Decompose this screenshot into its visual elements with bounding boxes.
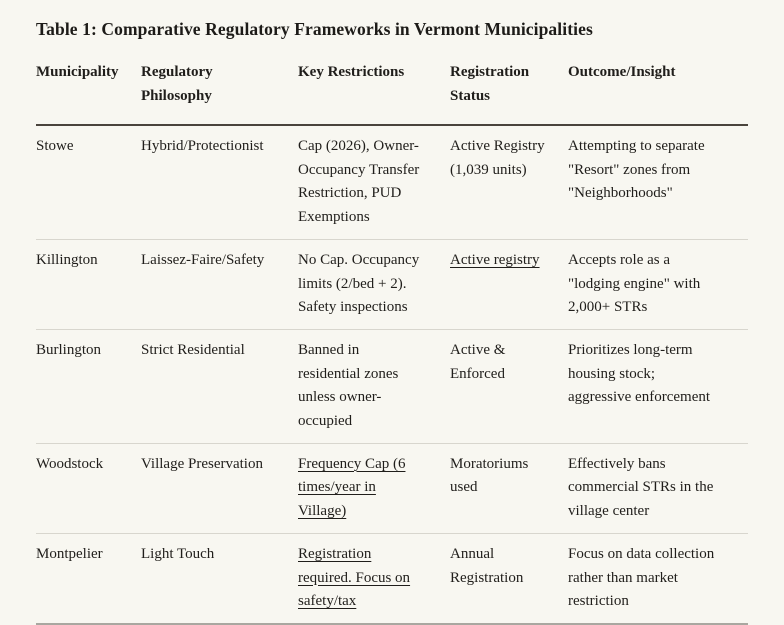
cell-philosophy: Hybrid/Protectionist	[141, 138, 264, 154]
table-row-killington: Killington Laissez-Faire/Safety No Cap. …	[36, 240, 748, 330]
cell-outcome: Effectively bans commercial STRs in the …	[568, 455, 714, 520]
regulatory-frameworks-table: Municipality Regulatory Philosophy Key R…	[36, 60, 748, 625]
active-registry-link[interactable]: Active registry	[450, 251, 540, 268]
cell-restrictions: Registration required. Focus on safety/t…	[298, 534, 450, 623]
table-row-burlington: Burlington Strict Residential Banned in …	[36, 330, 748, 444]
table-title: Table 1: Comparative Regulatory Framewor…	[36, 19, 593, 39]
col-header-key-restrictions: Key Restrictions	[298, 64, 405, 80]
cell-outcome: Accepts role as a "lodging engine" with …	[568, 251, 701, 316]
table-row-woodstock: Woodstock Village Preservation Frequency…	[36, 444, 748, 534]
col-header-regulatory-philosophy: Regulatory Philosophy	[141, 64, 213, 104]
cell-philosophy: Strict Residential	[141, 341, 245, 358]
cell-municipality: Woodstock	[36, 455, 104, 472]
cell-registration: Active registry	[450, 240, 568, 329]
cell-municipality: Montpelier	[36, 545, 103, 562]
cell-registration: Moratoriums used	[450, 455, 529, 496]
cell-municipality: Killington	[36, 251, 98, 268]
table-row-stowe: Stowe Hybrid/Protectionist Cap (2026), O…	[36, 126, 748, 240]
cell-registration: Active Registry (1,039 units)	[450, 138, 545, 178]
cell-philosophy: Laissez-Faire/Safety	[141, 251, 265, 268]
col-header-registration-status: Registration Status	[450, 64, 530, 104]
cell-restrictions: Frequency Cap (6 times/year in Village)	[298, 444, 450, 533]
cell-registration: Annual Registration	[450, 545, 524, 586]
col-header-outcome-insight: Outcome/Insight	[568, 64, 676, 80]
cell-restrictions: Banned in residential zones unless owner…	[298, 341, 399, 430]
cell-registration: Active & Enforced	[450, 341, 506, 382]
registration-required-link[interactable]: Registration required. Focus on safety/t…	[298, 545, 411, 610]
cell-outcome: Prioritizes long-term housing stock; agg…	[568, 341, 711, 406]
table-row-montpelier: Montpelier Light Touch Registration requ…	[36, 534, 748, 625]
cell-outcome: Focus on data collection rather than mar…	[568, 545, 715, 610]
cell-restrictions: No Cap. Occupancy limits (2/bed + 2). Sa…	[298, 251, 420, 316]
cell-restrictions: Cap (2026), Owner-Occupancy Transfer Res…	[298, 138, 420, 226]
cell-philosophy: Light Touch	[141, 545, 215, 562]
cell-municipality: Stowe	[36, 138, 74, 154]
frequency-cap-link[interactable]: Frequency Cap (6 times/year in Village)	[298, 455, 406, 520]
table-header-row: Municipality Regulatory Philosophy Key R…	[36, 60, 748, 126]
col-header-municipality: Municipality	[36, 64, 119, 80]
cell-philosophy: Village Preservation	[141, 455, 263, 472]
cell-outcome: Attempting to separate "Resort" zones fr…	[568, 138, 705, 202]
cell-municipality: Burlington	[36, 341, 102, 358]
